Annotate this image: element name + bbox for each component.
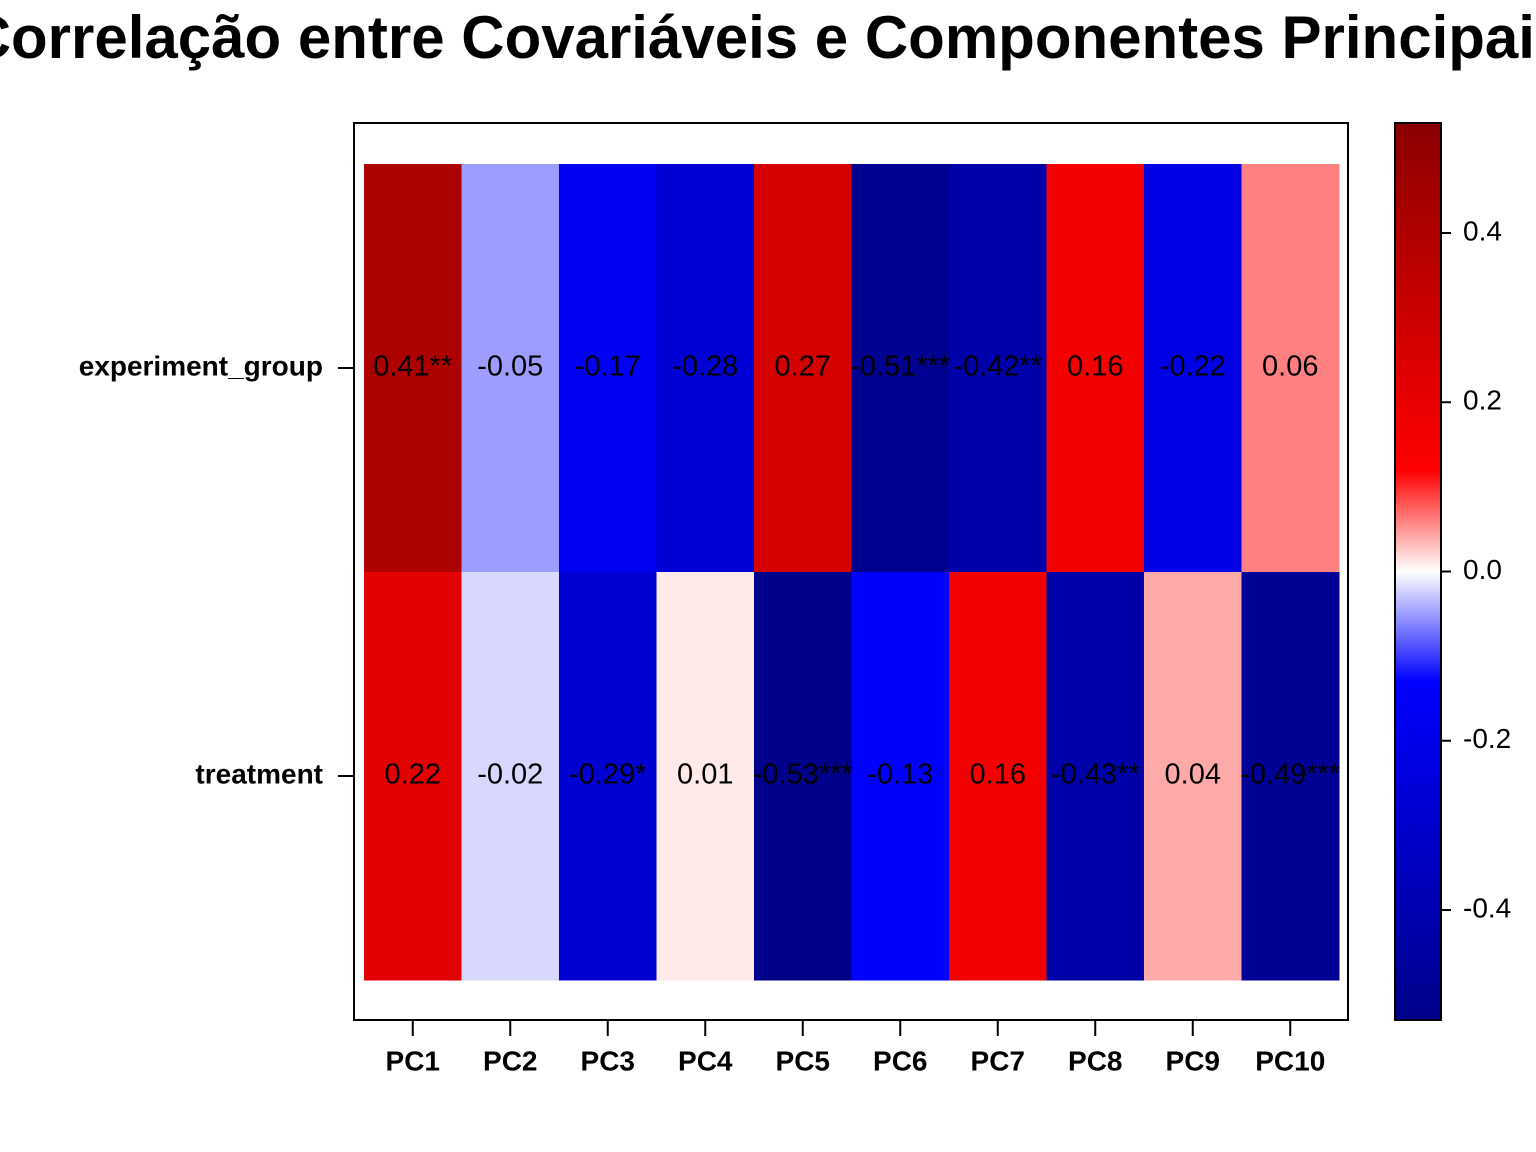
colorbar-tick-label: 0.2	[1463, 385, 1502, 416]
heatmap-cell	[364, 572, 462, 981]
heatmap-cell	[754, 164, 852, 573]
heatmap-cell	[559, 164, 657, 573]
y-tick-label: experiment_group	[79, 350, 323, 381]
cell-label: 0.22	[385, 759, 441, 791]
cell-label: 0.06	[1262, 351, 1318, 383]
cell-label: -0.05	[477, 351, 543, 383]
x-tick-label: PC10	[1255, 1045, 1325, 1076]
heatmap-cell	[851, 164, 950, 573]
x-tick-label: PC3	[581, 1045, 635, 1076]
cell-label: -0.22	[1160, 351, 1226, 383]
heatmap-cell	[1046, 572, 1145, 981]
cell-label: -0.43**	[1051, 759, 1140, 791]
colorbar-tick-label: -0.4	[1463, 892, 1511, 923]
cell-label: -0.51***	[850, 351, 950, 383]
cell-label: -0.49***	[1240, 759, 1340, 791]
cell-label: 0.27	[775, 351, 831, 383]
cell-label: -0.53***	[753, 759, 853, 791]
x-tick-label: PC9	[1166, 1045, 1220, 1076]
plot-frame	[353, 122, 1349, 1021]
chart-title: Correlação entre Covariáveis e Component…	[0, 4, 1536, 71]
heatmap-cell	[851, 572, 950, 981]
heatmap-cell	[949, 164, 1047, 573]
heatmap-cell	[1046, 164, 1145, 573]
heatmap-cell	[1144, 572, 1242, 981]
colorbar-tick-label: 0.4	[1463, 215, 1502, 246]
cell-label: -0.42**	[953, 351, 1042, 383]
heatmap-cell	[949, 572, 1047, 981]
x-tick-label: PC2	[483, 1045, 537, 1076]
cell-label: -0.02	[477, 759, 543, 791]
x-tick-label: PC5	[776, 1045, 830, 1076]
heatmap-cell	[461, 572, 560, 981]
x-tick-label: PC1	[386, 1045, 440, 1076]
heatmap-cell	[1241, 164, 1340, 573]
cell-label: 0.41**	[373, 351, 452, 383]
x-tick-label: PC6	[873, 1045, 927, 1076]
cell-label: 0.16	[1067, 351, 1123, 383]
y-tick-label: treatment	[195, 758, 323, 789]
cell-label: -0.13	[867, 759, 933, 791]
cell-label: -0.17	[575, 351, 641, 383]
colorbar-tick-label: 0.0	[1463, 554, 1502, 585]
cell-label: -0.28	[672, 351, 738, 383]
x-tick-label: PC7	[971, 1045, 1025, 1076]
heatmap-cell	[1144, 164, 1242, 573]
heatmap-cell	[656, 572, 755, 981]
heatmap-cell	[656, 164, 755, 573]
colorbar-tick-label: -0.2	[1463, 723, 1511, 754]
heatmap-cell	[364, 164, 462, 573]
colorbar	[1394, 122, 1442, 1021]
heatmap-cell	[1241, 572, 1340, 981]
cell-label: -0.29*	[569, 759, 646, 791]
cell-label: 0.01	[677, 759, 733, 791]
cell-label: 0.04	[1165, 759, 1221, 791]
heatmap-cell	[559, 572, 657, 981]
x-tick-label: PC8	[1068, 1045, 1122, 1076]
heatmap-cell	[461, 164, 560, 573]
cell-label: 0.16	[970, 759, 1026, 791]
heatmap-cell	[754, 572, 852, 981]
x-tick-label: PC4	[678, 1045, 733, 1076]
